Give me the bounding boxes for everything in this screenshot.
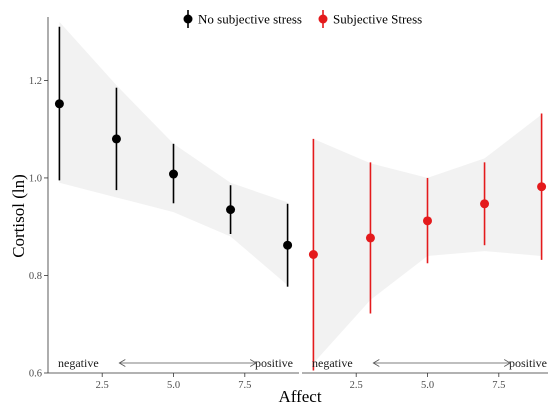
legend-marker-no-stress [183, 14, 193, 24]
data-point [480, 199, 490, 209]
annotation-arrowhead-left [118, 359, 126, 367]
y-tick-label: 1.0 [29, 173, 42, 184]
data-point [423, 216, 432, 226]
legend: No subjective stress Subjective Stress [183, 10, 422, 28]
x-tick-label: 5.0 [421, 380, 434, 391]
data-point [54, 99, 64, 109]
legend-label-no-stress: No subjective stress [198, 12, 302, 27]
x-tick-label: 2.5 [96, 380, 109, 391]
data-point [111, 134, 121, 144]
x-tick-label: 2.5 [350, 380, 363, 391]
data-point [365, 233, 375, 243]
plot-area: 0.6 0.8 1.0 1.2 2.5 5.0 7.5 negative positive 2.5… [29, 17, 548, 391]
x-tick-label: 7.5 [238, 380, 251, 391]
annotation-negative: negative [58, 356, 99, 370]
data-point [537, 182, 547, 192]
data-point [283, 240, 293, 250]
data-point [169, 169, 178, 179]
x-tick-label: 7.5 [492, 380, 505, 391]
annotation-arrowhead-right [250, 359, 258, 367]
annotation-negative: negative [312, 356, 353, 370]
x-axis-title: Affect [278, 387, 321, 406]
annotation-positive: positive [255, 356, 293, 370]
legend-marker-stress [318, 14, 328, 24]
y-tick-label: 0.6 [29, 369, 42, 380]
x-tick-label: 5.0 [167, 380, 180, 391]
y-axis-title: Cortisol (ln) [9, 174, 28, 258]
legend-label-stress: Subjective Stress [333, 12, 422, 27]
data-point [226, 205, 236, 215]
y-tick-label: 1.2 [29, 76, 42, 87]
annotation-positive: positive [509, 356, 547, 370]
annotation-arrowhead-left [372, 359, 380, 367]
data-point [308, 249, 318, 259]
annotation-arrowhead-right [504, 359, 512, 367]
y-tick-label: 0.8 [29, 271, 42, 282]
